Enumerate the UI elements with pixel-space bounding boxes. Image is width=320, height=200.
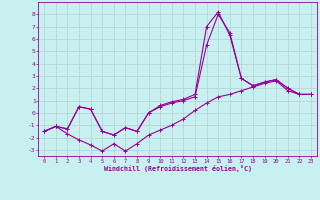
X-axis label: Windchill (Refroidissement éolien,°C): Windchill (Refroidissement éolien,°C) [104,165,252,172]
